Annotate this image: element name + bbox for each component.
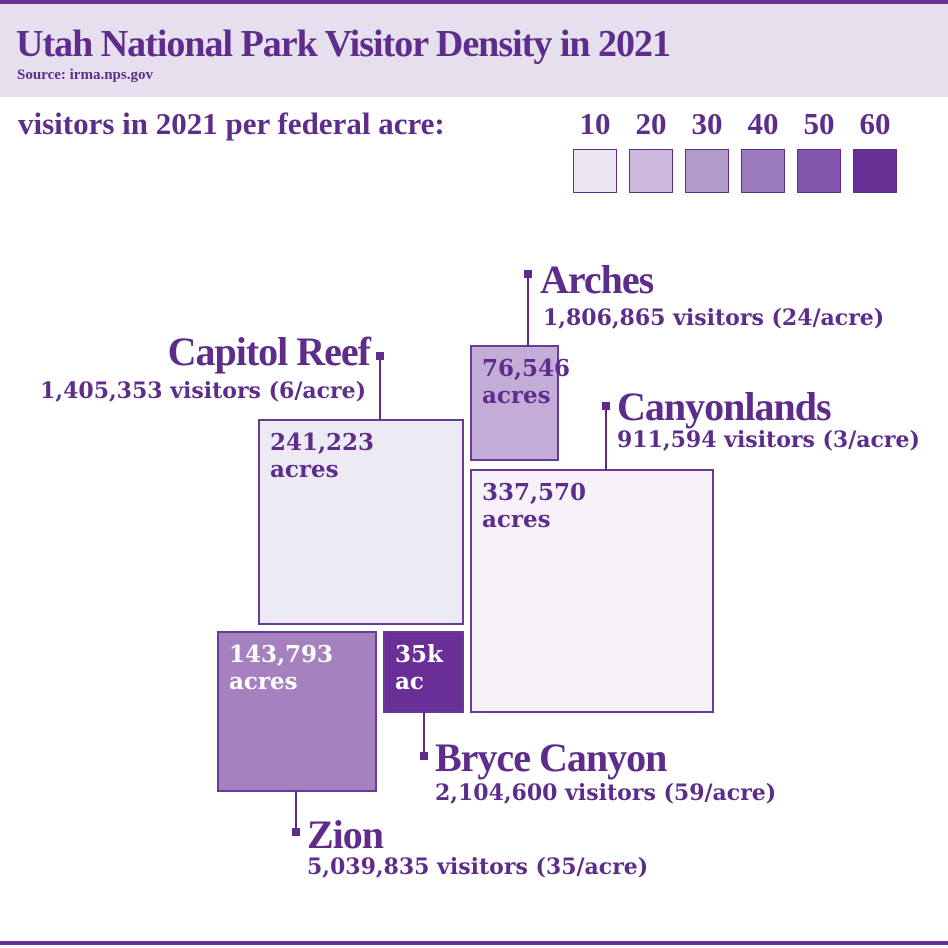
legend-title: visitors in 2021 per federal acre: — [18, 106, 445, 141]
header-band — [0, 4, 948, 97]
acres-value: 241,223 — [270, 429, 375, 456]
legend-label-10: 10 — [579, 106, 611, 141]
park-visitors-canyonlands: 911,594 visitors (3/acre) — [617, 427, 920, 453]
legend-swatch-10 — [573, 149, 617, 193]
acres-value: 35k — [395, 641, 443, 668]
source-note: Source: irma.nps.gov — [17, 67, 153, 83]
acres-value: 143,793 — [229, 641, 334, 668]
legend-swatch-50 — [797, 149, 841, 193]
legend-label-40: 40 — [747, 106, 779, 141]
legend-swatch-40 — [741, 149, 785, 193]
connector-marker — [602, 402, 610, 410]
legend-swatch-60 — [853, 149, 897, 193]
park-visitors-arches: 1,806,865 visitors (24/acre) — [543, 305, 885, 331]
bottom-rule — [0, 941, 948, 945]
acres-unit: acres — [229, 668, 298, 695]
top-rule — [0, 0, 948, 4]
connector-line — [379, 356, 381, 420]
connector-line — [605, 406, 607, 470]
legend-label-30: 30 — [691, 106, 723, 141]
acres-unit: acres — [482, 506, 551, 533]
park-visitors-zion: 5,039,835 visitors (35/acre) — [307, 854, 649, 880]
park-box-capitol-reef: 241,223 acres — [258, 419, 464, 625]
park-box-zion: 143,793 acres — [217, 631, 377, 792]
connector-marker — [292, 828, 300, 836]
connector-marker — [420, 752, 428, 760]
acres-value: 76,546 — [482, 355, 571, 382]
connector-marker — [524, 270, 532, 278]
park-name-arches: Arches — [540, 257, 654, 302]
acres-value: 337,570 — [482, 479, 587, 506]
park-box-canyonlands: 337,570 acres — [470, 469, 714, 713]
connector-line — [423, 712, 425, 756]
park-visitors-bryce-canyon: 2,104,600 visitors (59/acre) — [435, 780, 777, 806]
connector-line — [295, 791, 297, 833]
park-name-bryce-canyon: Bryce Canyon — [435, 735, 667, 780]
park-name-canyonlands: Canyonlands — [617, 384, 832, 429]
legend-label-20: 20 — [635, 106, 667, 141]
connector-marker — [376, 352, 384, 360]
page-title: Utah National Park Visitor Density in 20… — [16, 23, 671, 65]
legend-swatch-30 — [685, 149, 729, 193]
legend-swatch-20 — [629, 149, 673, 193]
park-box-bryce-canyon: 35k ac — [383, 631, 464, 713]
legend-label-50: 50 — [803, 106, 835, 141]
park-name-zion: Zion — [307, 812, 384, 857]
park-visitors-capitol-reef: 1,405,353 visitors (6/acre) — [40, 378, 366, 404]
acres-unit: acres — [270, 456, 339, 483]
acres-unit: acres — [482, 382, 551, 409]
park-box-arches: 76,546 acres — [470, 345, 570, 461]
connector-line — [527, 274, 529, 346]
park-name-capitol-reef: Capitol Reef — [167, 329, 371, 374]
acres-unit: ac — [395, 668, 424, 695]
legend-label-60: 60 — [859, 106, 891, 141]
